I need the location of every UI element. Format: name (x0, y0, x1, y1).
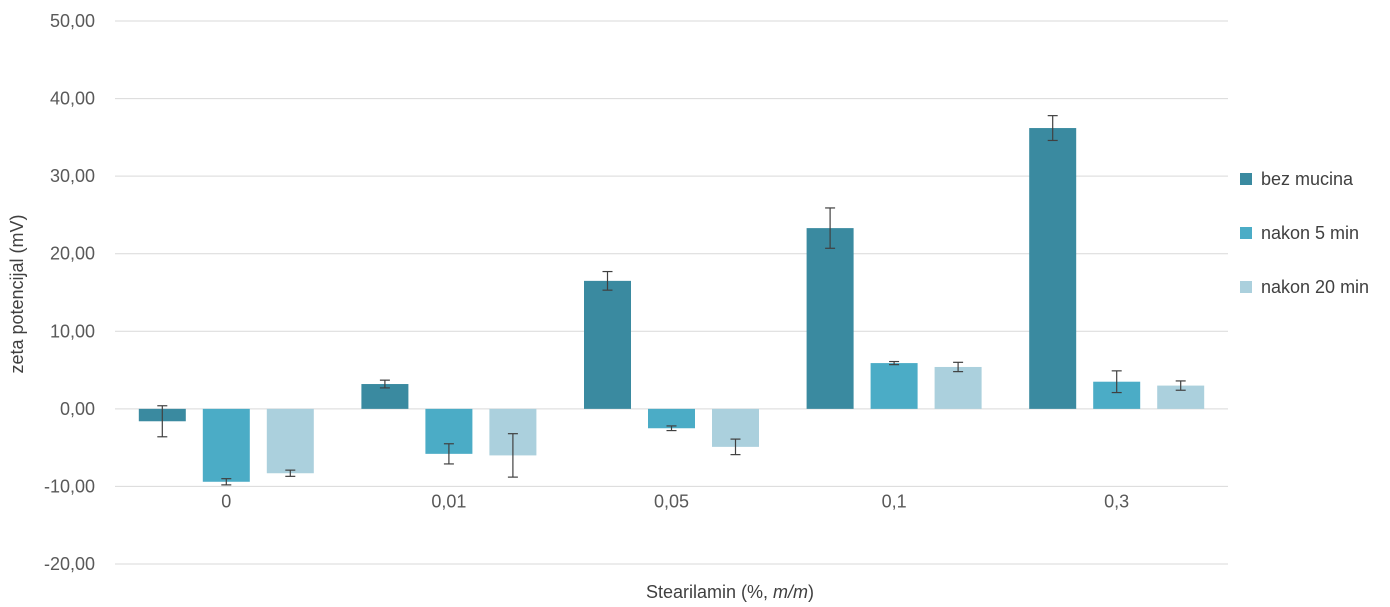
bars (138, 128, 1205, 482)
bar (202, 408, 250, 482)
bar (1157, 385, 1205, 409)
bar (870, 363, 918, 409)
legend-swatch (1240, 281, 1252, 293)
x-axis-tick-labels: 0 0,01 0,05 0,1 0,3 (221, 491, 1129, 511)
y-axis-tick-labels: -20,00 -10,00 0,00 10,00 20,00 30,00 40,00 50,0… (44, 11, 95, 574)
y-tick-label: 20,00 (50, 244, 95, 264)
x-tick-label: 0 (221, 491, 231, 511)
x-tick-label: 0,3 (1104, 491, 1129, 511)
y-axis-title: zeta potencijal (mV) (7, 214, 27, 373)
x-tick-label: 0,1 (882, 491, 907, 511)
x-axis-title: Stearilamin (%, m/m) (646, 582, 814, 602)
x-tick-label: 0,01 (431, 491, 466, 511)
legend-label: nakon 5 min (1261, 223, 1359, 243)
y-tick-label: 50,00 (50, 11, 95, 31)
x-axis-title-part: ) (808, 582, 814, 602)
x-axis-title-part: Stearilamin (%, (646, 582, 773, 602)
bar (266, 408, 314, 474)
y-tick-label: 0,00 (60, 399, 95, 419)
bar (648, 408, 695, 429)
bar (1029, 128, 1077, 409)
y-tick-label: 30,00 (50, 166, 95, 186)
bar (806, 228, 854, 409)
bar (584, 280, 631, 409)
legend-label: nakon 20 min (1261, 277, 1369, 297)
legend: bez mucina nakon 5 min nakon 20 min (1240, 169, 1369, 297)
y-tick-label: 10,00 (50, 321, 95, 341)
x-axis-title-unit: m/m (773, 582, 808, 602)
legend-swatch (1240, 227, 1252, 239)
legend-label: bez mucina (1261, 169, 1354, 189)
y-tick-label: -20,00 (44, 554, 95, 574)
y-tick-label: 40,00 (50, 89, 95, 109)
error-bars (157, 115, 1186, 486)
y-tick-label: -10,00 (44, 476, 95, 496)
legend-swatch (1240, 173, 1252, 185)
x-tick-label: 0,05 (654, 491, 689, 511)
bar (934, 366, 982, 409)
